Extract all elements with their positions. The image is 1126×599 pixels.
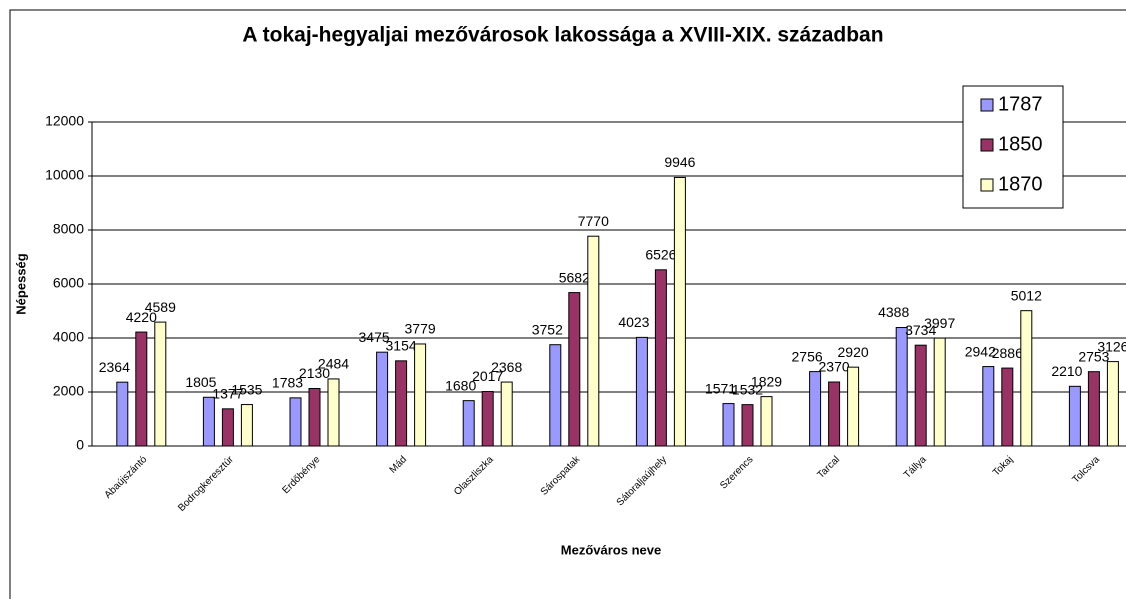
value-label: 2942	[965, 343, 996, 359]
bar	[500, 381, 513, 447]
value-label: 2370	[819, 359, 850, 375]
value-label: 1829	[751, 373, 782, 389]
value-label: 3475	[359, 329, 390, 345]
value-label: 3734	[905, 322, 936, 338]
chart-border	[9, 9, 1126, 599]
bar	[154, 321, 167, 447]
value-label: 2756	[792, 348, 823, 364]
bar	[741, 404, 754, 447]
bar	[895, 327, 908, 447]
bar	[933, 337, 946, 447]
value-label: 2368	[491, 359, 522, 375]
bar	[481, 391, 494, 447]
value-label: 2886	[992, 345, 1023, 361]
bar	[308, 387, 321, 447]
y-tick-label: 8000	[53, 221, 84, 237]
y-tick-label: 6000	[53, 275, 84, 291]
bar	[982, 366, 995, 447]
bar	[828, 381, 841, 447]
value-label: 2130	[299, 365, 330, 381]
y-tick-label: 12000	[45, 113, 84, 129]
value-label: 1377	[212, 386, 243, 402]
chart-title: A tokaj-hegyaljai mezővárosok lakossága …	[242, 24, 883, 47]
value-label: 2017	[472, 368, 503, 384]
bar	[847, 366, 860, 447]
y-tick-label: 4000	[53, 329, 84, 345]
bar	[202, 396, 215, 447]
legend-label: 1850	[998, 133, 1043, 155]
value-label: 9946	[664, 154, 695, 170]
bar	[587, 235, 600, 447]
bar	[673, 176, 686, 447]
value-label: 4220	[126, 309, 157, 325]
x-axis-label: Mezőváros neve	[561, 542, 661, 557]
value-label: 4589	[145, 299, 176, 315]
value-label: 2920	[838, 344, 869, 360]
bar	[116, 381, 129, 447]
value-label: 4388	[878, 304, 909, 320]
bar	[414, 343, 427, 447]
bar	[376, 351, 389, 447]
bar	[568, 292, 581, 447]
bar	[722, 403, 735, 447]
bar	[635, 336, 648, 447]
value-label: 5682	[559, 269, 590, 285]
y-axis-label: Népesség	[13, 253, 28, 314]
value-label: 7770	[578, 213, 609, 229]
bar	[1068, 385, 1081, 447]
legend-label: 1870	[998, 173, 1043, 195]
bar	[809, 371, 822, 447]
bar	[221, 408, 234, 447]
legend: 1787 1850 1870	[962, 85, 1064, 209]
value-label: 2484	[318, 356, 349, 372]
bar	[1087, 371, 1100, 447]
value-label: 2753	[1078, 348, 1109, 364]
value-label: 1783	[272, 375, 303, 391]
bar	[135, 331, 148, 447]
y-tick-label: 10000	[45, 167, 84, 183]
bar	[914, 344, 927, 447]
value-label: 1535	[231, 381, 262, 397]
value-label: 4023	[618, 314, 649, 330]
value-label: 3997	[924, 315, 955, 331]
value-label: 2210	[1051, 363, 1082, 379]
bar	[1020, 310, 1033, 447]
value-label: 3154	[386, 338, 417, 354]
legend-label: 1787	[998, 93, 1043, 115]
legend-box	[962, 85, 1064, 209]
value-label: 1680	[445, 377, 476, 393]
value-label: 3779	[405, 321, 436, 337]
value-label: 5012	[1011, 287, 1042, 303]
bar	[462, 400, 475, 447]
value-label: 6526	[645, 247, 676, 263]
bar	[760, 396, 773, 447]
value-label: 1805	[185, 374, 216, 390]
bar	[654, 269, 667, 447]
value-label: 3752	[532, 321, 563, 337]
value-label: 2364	[99, 359, 130, 375]
bar	[289, 397, 302, 447]
bar	[1106, 361, 1119, 447]
bar	[1001, 367, 1014, 447]
legend-swatch	[980, 138, 994, 152]
value-label: 3126	[1097, 338, 1126, 354]
legend-swatch	[980, 178, 994, 192]
value-label: 1571	[705, 380, 736, 396]
bar	[240, 404, 253, 447]
bar	[395, 360, 408, 447]
legend-swatch	[980, 98, 994, 112]
y-tick-label: 0	[76, 437, 84, 453]
bar	[327, 378, 340, 447]
y-tick-label: 2000	[53, 383, 84, 399]
value-label: 1532	[732, 381, 763, 397]
bar	[549, 344, 562, 447]
